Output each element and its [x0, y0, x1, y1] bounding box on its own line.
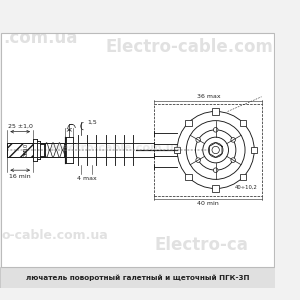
Circle shape — [213, 168, 218, 172]
Text: 40 min: 40 min — [197, 201, 219, 206]
Text: 25 ±1,0: 25 ±1,0 — [8, 124, 33, 129]
Bar — [212, 185, 219, 192]
Bar — [174, 147, 180, 153]
Text: electro-cable.com.ua: electro-cable.com.ua — [50, 143, 182, 153]
Bar — [154, 104, 262, 196]
Text: o-cable.com.ua: o-cable.com.ua — [2, 229, 109, 242]
Text: 1,5: 1,5 — [87, 119, 97, 124]
Bar — [185, 174, 192, 181]
Text: Electro-cable.com: Electro-cable.com — [106, 38, 273, 56]
Bar — [212, 108, 219, 115]
Text: 40÷10,2: 40÷10,2 — [235, 185, 258, 190]
Circle shape — [231, 138, 236, 142]
Bar — [240, 174, 246, 181]
Bar — [7, 143, 33, 157]
Text: .com.ua: .com.ua — [3, 29, 77, 47]
Circle shape — [213, 128, 218, 132]
Text: M10: M10 — [23, 142, 28, 154]
Bar — [185, 119, 192, 126]
Text: 16 min: 16 min — [9, 174, 31, 179]
Text: 4 max: 4 max — [77, 176, 97, 181]
Circle shape — [177, 112, 254, 188]
Circle shape — [196, 138, 200, 142]
Text: Electro-ca: Electro-ca — [154, 236, 248, 253]
Bar — [1, 32, 274, 268]
Bar — [240, 119, 246, 126]
Text: Ø6: Ø6 — [23, 150, 28, 158]
Bar — [251, 147, 257, 153]
Circle shape — [231, 158, 236, 162]
Text: лючатель поворотный галетный и щеточный ПГК-3П: лючатель поворотный галетный и щеточный … — [26, 274, 249, 281]
Circle shape — [196, 158, 200, 162]
Text: 36 max: 36 max — [196, 94, 220, 99]
Bar — [0, 268, 275, 288]
